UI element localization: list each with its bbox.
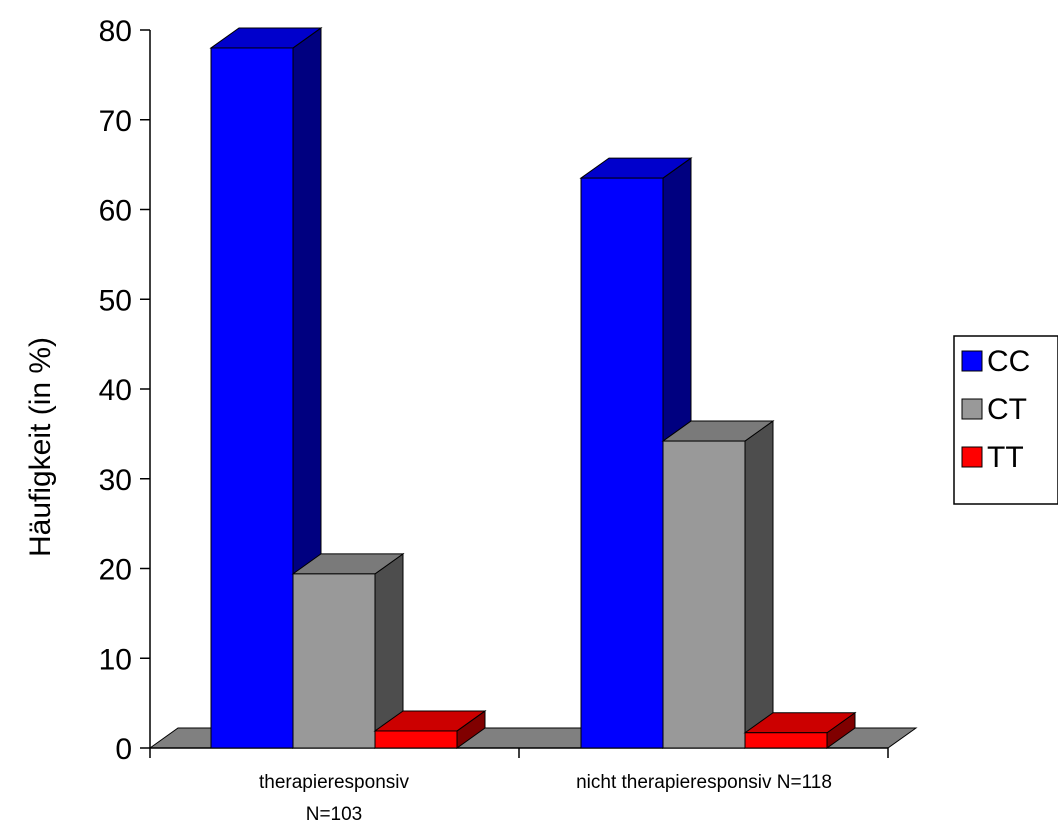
y-tick-label: 20 — [99, 554, 132, 587]
y-tick-label: 0 — [115, 733, 132, 766]
bar-ct-1 — [291, 552, 405, 749]
y-tick-label: 70 — [99, 105, 132, 138]
legend-items: CC CT TT — [961, 345, 1030, 474]
category-label: nicht therapieresponsiv N=118 — [576, 772, 832, 793]
bar-front — [580, 177, 664, 749]
y-tick-label: 10 — [99, 643, 132, 676]
bar-cc-1 — [209, 26, 323, 749]
category-labels: therapieresponsiv N=103 nicht therapieresp… — [259, 772, 832, 825]
legend-label: TT — [987, 441, 1024, 474]
y-tick-label: 30 — [99, 464, 132, 497]
legend-label: CC — [987, 345, 1030, 378]
y-ticks: 0 10 20 30 40 50 60 70 80 — [99, 15, 889, 766]
bar-tt-2 — [743, 711, 857, 749]
bar-tt-1 — [373, 709, 487, 749]
legend-swatch — [961, 350, 983, 372]
y-tick-label: 40 — [99, 374, 132, 407]
legend: CC CT TT — [953, 335, 1058, 505]
bar-front — [744, 732, 828, 749]
bar-front — [292, 573, 376, 749]
legend-label: CT — [987, 393, 1027, 426]
legend-swatch — [961, 446, 983, 468]
bar-side — [744, 420, 774, 749]
y-axis-label: Häufigkeit (in %) — [24, 337, 57, 557]
bar-front — [662, 440, 746, 749]
y-tick-label: 80 — [99, 15, 132, 48]
category-label: therapieresponsiv — [259, 772, 409, 793]
bar-ct-2 — [661, 420, 775, 749]
bar-cc-2 — [579, 157, 693, 749]
bar-front — [210, 47, 294, 749]
bars — [209, 26, 857, 749]
category-label-line2: N=103 — [306, 804, 363, 825]
y-tick-label: 50 — [99, 284, 132, 317]
bar-front — [374, 730, 458, 749]
legend-swatch — [961, 398, 983, 420]
y-tick-label: 60 — [99, 195, 132, 228]
